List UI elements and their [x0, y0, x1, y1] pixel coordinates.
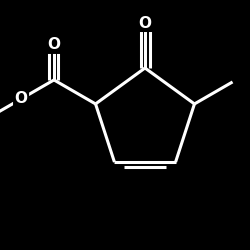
Text: O: O [48, 38, 60, 52]
Text: O: O [138, 16, 151, 30]
Text: O: O [14, 92, 28, 106]
